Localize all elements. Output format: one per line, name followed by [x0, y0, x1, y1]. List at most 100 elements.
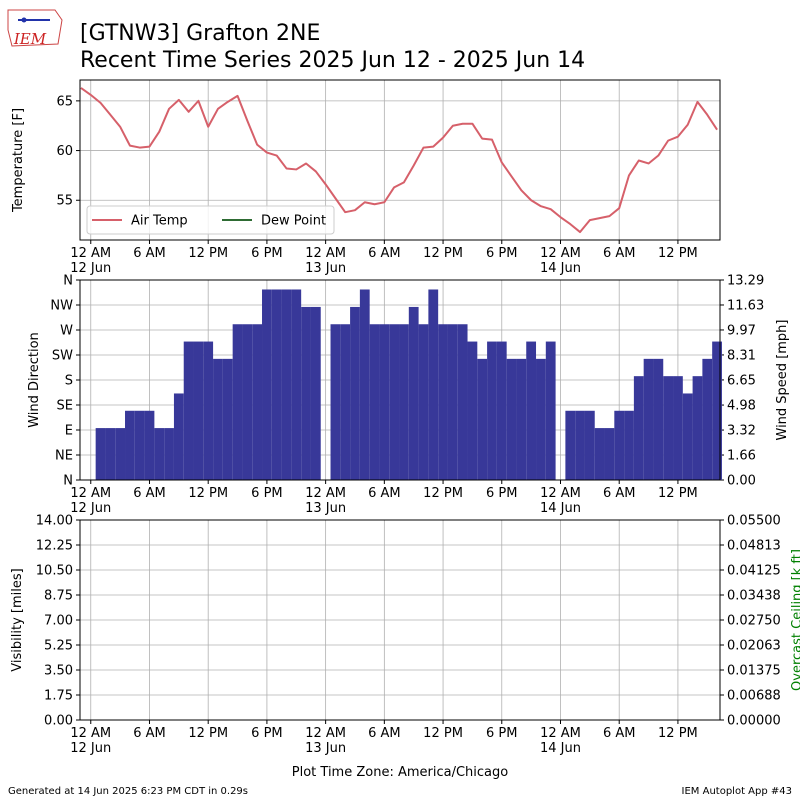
y2-tick-label: 0.04125 [727, 564, 781, 579]
logo-dot [21, 17, 27, 23]
bar [526, 341, 537, 480]
bar [673, 376, 683, 480]
y-tick-label: NE [55, 449, 73, 464]
y2-tick-label: 0.03438 [727, 589, 781, 604]
bar [604, 428, 615, 480]
bar [536, 358, 546, 480]
y-axis-label: Temperature [F] [11, 108, 26, 213]
y2-axis-label: Overcast Ceiling [k ft] [790, 549, 800, 691]
bar [545, 341, 556, 480]
line [80, 87, 718, 234]
x-tick-label: 6 AM [368, 726, 401, 741]
x-tick-label: 12 AM 13 Jun [305, 246, 347, 276]
bar [350, 306, 360, 480]
bar [565, 410, 576, 480]
bar [467, 341, 478, 480]
bar [242, 324, 253, 480]
bar [702, 358, 713, 480]
y-tick-label: SE [57, 399, 73, 414]
x-axis-label: Plot Time Zone: America/Chicago [292, 765, 508, 780]
x-tick-label: 12 PM [658, 486, 698, 501]
bar [506, 358, 517, 480]
bar [379, 324, 390, 480]
y-tick-label: 10.50 [36, 564, 73, 579]
y2-tick-label: 0.00 [727, 474, 756, 489]
bar [428, 289, 439, 480]
bar [389, 324, 400, 480]
bar [125, 410, 135, 480]
bar [95, 428, 106, 480]
y-tick-label: E [65, 424, 73, 439]
y-tick-label: NW [50, 299, 73, 314]
x-tick-label: 6 AM [602, 246, 636, 261]
logo: IEM [7, 9, 63, 48]
chart-title: [GTNW3] Grafton 2NE [80, 21, 320, 46]
y-tick-label: SW [52, 349, 73, 364]
x-tick-label: 6 PM [486, 726, 518, 741]
y-tick-label: 14.00 [36, 514, 73, 529]
x-tick-label: 12 AM 12 Jun [70, 246, 112, 276]
y2-tick-label: 0.04813 [727, 539, 781, 554]
bar [408, 306, 419, 480]
y2-tick-label: 0.01375 [727, 664, 781, 679]
bar [369, 324, 380, 480]
x-tick-label: 6 PM [251, 486, 283, 501]
plot-frame [79, 279, 721, 481]
x-tick-label: 12 AM 12 Jun [70, 486, 112, 516]
y2-tick-label: 11.63 [727, 298, 764, 313]
bar [487, 341, 497, 480]
y-tick-label: 0.00 [44, 714, 73, 729]
x-tick-label: 6 PM [251, 246, 283, 261]
bar [115, 428, 126, 480]
bar [399, 324, 409, 480]
chart-subtitle: Recent Time Series 2025 Jun 12 - 2025 Ju… [80, 48, 585, 73]
footer-right: IEM Autoplot App #43 [682, 786, 792, 797]
bar [633, 376, 644, 480]
y2-tick-label: 0.05500 [727, 514, 781, 529]
y-tick-label: N [63, 474, 73, 489]
x-tick-label: 12 AM 13 Jun [305, 726, 347, 756]
y2-tick-label: 0.00000 [727, 714, 781, 729]
y2-tick-label: 8.31 [727, 348, 756, 363]
legend: Air Temp Dew Point [86, 205, 335, 235]
x-tick-label: 6 AM [602, 726, 636, 741]
y-axis-label: Visibility [miles] [10, 568, 25, 671]
y-tick-label: 5.25 [44, 639, 73, 654]
bar [447, 324, 458, 480]
x-tick-label: 6 AM [133, 246, 166, 261]
x-tick-label: 12 PM [658, 246, 698, 261]
bar [653, 358, 664, 480]
y-tick-label: 65 [56, 94, 73, 109]
bar [154, 428, 165, 480]
y-tick-label: 55 [56, 194, 73, 209]
x-tick-label: 12 PM [423, 486, 463, 501]
bar [643, 358, 654, 480]
bar [301, 306, 311, 480]
y-axis-label: Wind Direction [27, 332, 42, 428]
bar [359, 289, 370, 480]
bar [496, 341, 507, 480]
y-tick-label: S [65, 374, 73, 389]
bar [457, 324, 468, 480]
y-tick-label: 3.50 [44, 664, 73, 679]
y-tick-label: 1.75 [44, 689, 73, 704]
bar [213, 358, 223, 480]
bar [105, 428, 116, 480]
bar [584, 410, 595, 480]
footer-left: Generated at 14 Jun 2025 6:23 PM CDT in … [8, 786, 248, 797]
legend-box [86, 205, 335, 235]
bar [203, 341, 214, 480]
bar [516, 358, 527, 480]
x-tick-label: 6 AM [133, 726, 166, 741]
x-tick-label: 12 PM [423, 246, 463, 261]
logo-text: IEM [13, 30, 47, 48]
plot-frame [79, 519, 721, 721]
x-tick-label: 12 AM 14 Jun [539, 726, 581, 756]
bar [438, 324, 448, 480]
bar [252, 324, 263, 480]
x-tick-label: 6 PM [486, 246, 518, 261]
bar [682, 393, 693, 480]
bar [183, 341, 194, 480]
y-tick-label: 60 [56, 144, 73, 159]
